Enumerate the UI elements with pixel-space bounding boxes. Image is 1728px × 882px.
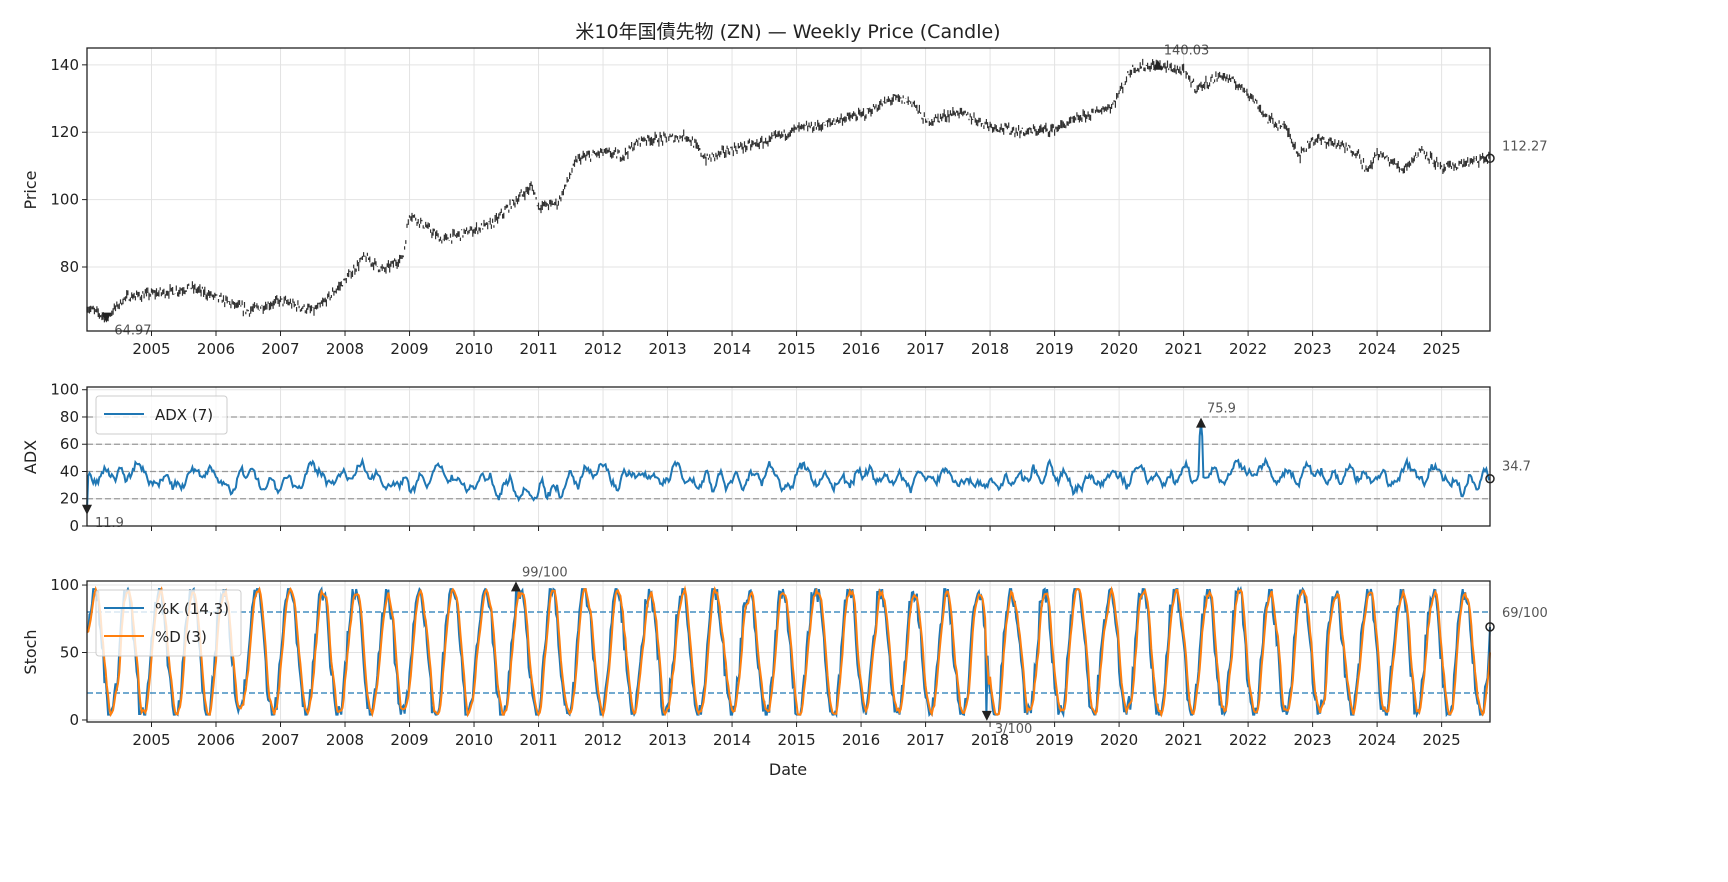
y-tick-label: 60	[60, 435, 79, 453]
last-annotation: 69/100	[1502, 606, 1548, 621]
x-tick-label: 2010	[455, 340, 493, 358]
adx-line	[86, 422, 1491, 510]
last-annotation: 112.27	[1502, 139, 1548, 154]
min-marker	[101, 312, 112, 323]
x-tick-label: 2008	[326, 731, 364, 749]
y-tick-label: 50	[60, 644, 79, 662]
x-tick-label: 2009	[390, 340, 428, 358]
x-tick-label: 2014	[713, 731, 751, 749]
x-tick-label: 2024	[1358, 340, 1396, 358]
max-marker	[510, 581, 521, 592]
legend-label: %K (14,3)	[155, 600, 229, 618]
x-tick-label: 2025	[1423, 340, 1461, 358]
legend-box	[95, 589, 242, 657]
last-annotation: 34.7	[1502, 460, 1531, 475]
x-tick-label: 2023	[1294, 340, 1332, 358]
x-tick-label: 2021	[1165, 731, 1203, 749]
y-tick-label: 100	[50, 191, 79, 209]
legend: %K (14,3) %D (3)	[95, 589, 242, 657]
max-marker	[1196, 417, 1207, 428]
x-tick-label: 2018	[971, 731, 1009, 749]
max-annotation: 140.03	[1164, 44, 1210, 59]
x-tick-label: 2012	[584, 731, 622, 749]
x-tick-label: 2011	[519, 731, 557, 749]
x-tick-label: 2011	[519, 340, 557, 358]
price-candles	[86, 58, 1491, 323]
x-axis-label: Date	[769, 760, 807, 779]
x-tick-label: 2006	[197, 731, 235, 749]
stoch-d-line	[86, 585, 1491, 719]
chart-title: 米10年国債先物 (ZN) — Weekly Price (Candle)	[575, 21, 1000, 43]
axes-frame	[86, 47, 1491, 332]
x-tick-label: 2020	[1100, 340, 1138, 358]
y-tick-label: 0	[69, 711, 79, 729]
x-tick-label: 2015	[777, 731, 815, 749]
x-tick-label: 2014	[713, 340, 751, 358]
y-tick-label: 80	[60, 408, 79, 426]
x-tick-label: 2013	[648, 731, 686, 749]
x-tick-label: 2009	[390, 731, 428, 749]
x-tick-label: 2012	[584, 340, 622, 358]
x-tick-label: 2006	[197, 340, 235, 358]
y-tick-label: 120	[50, 123, 79, 141]
axes-frame	[86, 386, 1491, 527]
legend: ADX (7)	[95, 395, 228, 435]
stoch-panel: 0 50 100 2005 2006 2007 2008 2009 2010 2011 2012 20…	[50, 565, 1547, 749]
x-tick-label: 2025	[1423, 731, 1461, 749]
x-tick-label: 2019	[1035, 731, 1073, 749]
adx-panel: 0 20 40 60 80 100 75.9 11.9 34.7 ADX (7)	[50, 381, 1531, 535]
x-tick-label: 2016	[842, 340, 880, 358]
price-y-label: Price	[21, 170, 40, 209]
x-tick-label: 2007	[261, 731, 299, 749]
axes-frame	[86, 580, 1491, 723]
x-tick-label: 2021	[1165, 340, 1203, 358]
x-tick-label: 2016	[842, 731, 880, 749]
max-annotation: 75.9	[1207, 402, 1236, 417]
adx-y-label: ADX	[21, 440, 40, 474]
legend-box	[95, 395, 228, 435]
y-tick-label: 100	[50, 576, 79, 594]
x-tick-label: 2005	[132, 731, 170, 749]
max-annotation: 99/100	[522, 565, 568, 580]
x-tick-label: 2008	[326, 340, 364, 358]
x-tick-label: 2007	[261, 340, 299, 358]
x-tick-label: 2023	[1294, 731, 1332, 749]
min-annotation: 11.9	[95, 516, 124, 531]
x-tick-label: 2024	[1358, 731, 1396, 749]
x-tick-label: 2017	[906, 731, 944, 749]
min-marker	[981, 710, 992, 721]
min-annotation: 3/100	[995, 722, 1032, 737]
y-tick-label: 20	[60, 490, 79, 508]
y-tick-label: 140	[50, 56, 79, 74]
max-marker	[1152, 59, 1163, 70]
stoch-y-label: Stoch	[21, 629, 40, 674]
x-tick-label: 2005	[132, 340, 170, 358]
y-tick-label: 40	[60, 462, 79, 480]
x-tick-label: 2015	[777, 340, 815, 358]
x-tick-label: 2020	[1100, 731, 1138, 749]
y-tick-label: 80	[60, 258, 79, 276]
x-tick-label: 2018	[971, 340, 1009, 358]
legend-label: %D (3)	[155, 628, 207, 646]
x-tick-label: 2017	[906, 340, 944, 358]
x-tick-label: 2019	[1035, 340, 1073, 358]
legend-label: ADX (7)	[155, 406, 213, 424]
x-tick-label: 2022	[1229, 731, 1267, 749]
y-tick-label: 100	[50, 381, 79, 399]
price-panel: 80 100 120 140 2005 2006 2007 2008 2009 2010 2011 2…	[50, 44, 1547, 358]
x-tick-label: 2010	[455, 731, 493, 749]
x-tick-label: 2013	[648, 340, 686, 358]
x-tick-label: 2022	[1229, 340, 1267, 358]
y-tick-label: 0	[69, 517, 79, 535]
